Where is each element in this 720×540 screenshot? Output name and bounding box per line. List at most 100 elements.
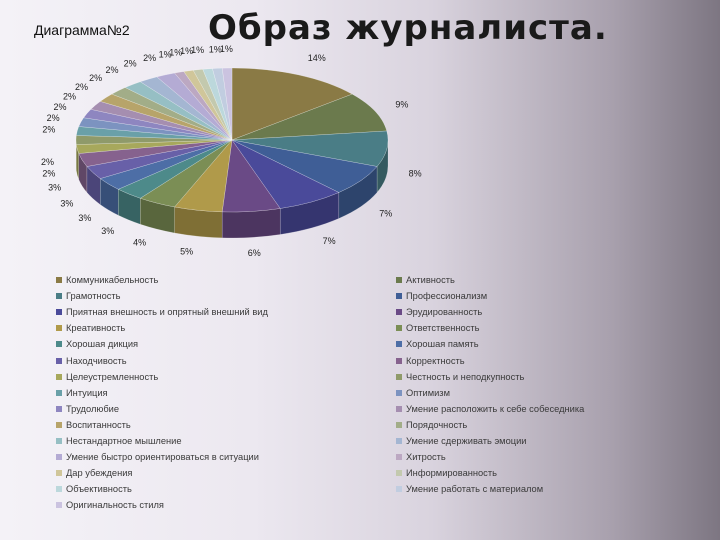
legend-item: Оригинальность стиля [56,497,396,513]
legend-item: Хорошая дикция [56,336,396,352]
pie-label-11: 3% [48,183,61,193]
legend-item: Воспитанность [56,417,396,433]
legend-item: Коммуникабельность [56,272,396,288]
legend-item: Дар убеждения [56,465,396,481]
pie-slice-28 [221,67,233,141]
legend-swatch [396,405,402,412]
pie-slice-7 [139,139,233,208]
legend-swatch [56,470,62,477]
legend-item: Приятная внешность и опрятный внешний ви… [56,304,396,320]
legend-item: Оптимизм [396,385,616,401]
pie-slice-24 [183,69,233,141]
pie-label-14: 2% [42,125,55,135]
legend-item: Объективность [56,481,396,497]
legend-swatch [396,389,402,396]
legend-item: Порядочность [396,417,616,433]
pie-slice-15 [78,117,233,141]
legend-swatch [56,389,62,396]
pie-slice-2 [231,130,389,167]
legend-swatch [56,437,62,444]
pie-slice-6 [174,139,233,213]
legend-label: Объективность [66,484,132,495]
pie-label-5: 6% [248,248,261,258]
legend-label: Эрудированность [406,307,483,318]
pie-chart: 14%9%8%7%7%6%5%4%3%3%3%3%2%2%2%2%2%2%2%2… [41,44,422,258]
legend-item: Целеустремленность [56,369,396,385]
legend-label: Профессионализм [406,291,488,302]
pie-label-20: 2% [105,65,118,75]
legend-label: Хорошая память [406,339,479,350]
pie-label-3: 7% [379,209,392,219]
pie-label-26: 1% [191,45,204,55]
legend-swatch [396,470,402,477]
legend-item: Умение сдерживать эмоции [396,433,616,449]
pie-slice-8 [117,139,233,199]
pie-label-1: 9% [395,100,408,110]
legend-swatch [396,486,402,493]
legend-swatch [56,421,62,428]
pie-slice-0 [231,67,353,141]
pie-label-13: 2% [41,157,54,167]
pie-label-0: 14% [308,53,326,63]
legend-label: Целеустремленность [66,371,159,382]
legend-item: Находчивость [56,352,396,368]
legend-swatch [56,405,62,412]
legend-label: Грамотность [66,291,121,302]
pie-slice-21 [139,76,233,141]
legend-label: Трудолюбие [66,403,120,414]
pie-label-19: 2% [89,73,102,83]
legend-label: Активность [406,275,455,286]
legend-item: Трудолюбие [56,401,396,417]
legend-item: Креативность [56,320,396,336]
pie-label-28: 1% [220,44,233,54]
pie-slice-12 [76,139,233,154]
legend-label: Ответственность [406,323,480,334]
pie-slice-10 [86,139,233,179]
pie-slice-27 [212,67,233,141]
legend-swatch [56,357,62,364]
legend-item: Нестандартное мышление [56,433,396,449]
pie-label-25: 1% [180,46,193,56]
pie-label-15: 2% [47,113,60,123]
legend-swatch [396,277,402,284]
pie-slice-3 [231,139,378,193]
pie-label-9: 3% [78,213,91,223]
pie-slice-9 [99,139,233,190]
legend-item: Профессионализм [396,288,616,304]
slide-title: Образ журналиста. [208,8,608,48]
legend-label: Находчивость [66,355,127,366]
pie-label-18: 2% [75,82,88,92]
legend-label: Порядочность [406,419,468,430]
pie-slice-19 [111,87,233,141]
legend-item: Грамотность [56,288,396,304]
pie-slice-5 [221,139,281,213]
legend-swatch [56,502,62,509]
legend-swatch [396,293,402,300]
legend-item: Ответственность [396,320,616,336]
legend-swatch [396,341,402,348]
legend-swatch [56,454,62,461]
pie-label-17: 2% [63,92,76,102]
legend-label: Нестандартное мышление [66,435,182,446]
legend-swatch [396,325,402,332]
pie-label-12: 2% [42,168,55,178]
legend-label: Креативность [66,323,126,334]
legend-swatch [396,357,402,364]
legend-label: Информированность [406,468,497,479]
chart-legend: Коммуникабельность Активность Грамотность П… [56,272,616,530]
legend-label: Воспитанность [66,419,131,430]
legend-item: Корректность [396,352,616,368]
legend-item: Активность [396,272,616,288]
pie-slice-25 [192,69,233,141]
legend-label: Приятная внешность и опрятный внешний ви… [66,307,268,318]
legend-swatch [56,486,62,493]
slide-label: Диаграмма№2 [34,22,130,38]
legend-label: Коммуникабельность [66,275,159,286]
legend-label: Дар убеждения [66,468,133,479]
legend-swatch [396,309,402,316]
pie-slice-14 [76,126,233,141]
legend-label: Оригинальность стиля [66,500,164,511]
pie-slice-23 [174,71,233,141]
legend-label: Корректность [406,355,465,366]
legend-swatch [396,421,402,428]
